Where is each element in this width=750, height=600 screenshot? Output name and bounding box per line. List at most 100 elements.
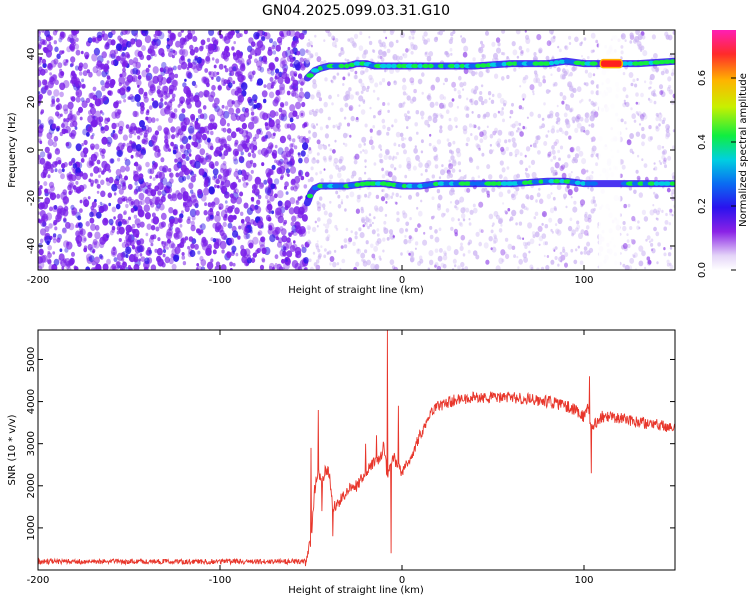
heatmap-cell [219, 240, 227, 250]
heatmap-cell [40, 109, 45, 114]
heatmap-cell [208, 186, 215, 195]
heatmap-cell [633, 189, 637, 195]
heatmap-cell [222, 215, 228, 222]
track-cell [580, 61, 587, 66]
heatmap-cell [301, 228, 306, 233]
heatmap-cell [38, 119, 42, 125]
heatmap-cell [401, 210, 406, 215]
heatmap-cell [488, 97, 491, 101]
heatmap-cell [289, 104, 296, 112]
heatmap-cell [368, 35, 371, 39]
heatmap-cell [378, 153, 383, 159]
heatmap-cell [168, 257, 174, 265]
heatmap-cell [518, 105, 523, 110]
heatmap-cell [289, 197, 296, 205]
heatmap-cell [202, 105, 207, 110]
heatmap-cell [446, 245, 452, 252]
heatmap-cell [653, 162, 656, 165]
heatmap-cell [117, 213, 123, 221]
heatmap-cell [669, 54, 672, 58]
heatmap-cell [429, 101, 435, 108]
x-tick-label: 100 [574, 275, 593, 286]
heatmap-cell [210, 130, 214, 136]
heatmap-cell [82, 172, 88, 180]
heatmap-cell [564, 118, 570, 124]
heatmap-cell [53, 258, 60, 266]
heatmap-cell [650, 248, 654, 252]
heatmap-cell [635, 131, 641, 137]
heatmap-cell [316, 91, 322, 98]
heatmap-cell [157, 190, 162, 196]
heatmap-cell [277, 241, 282, 248]
heatmap-cell [269, 195, 275, 202]
heatmap-cell [624, 101, 627, 105]
heatmap-cell [268, 91, 275, 99]
y-tick-label: 4000 [26, 389, 37, 414]
heatmap-cell [442, 82, 445, 86]
heatmap-cell [666, 187, 671, 193]
heatmap-cell [657, 112, 663, 119]
heatmap-cell [480, 84, 484, 88]
heatmap-cell [256, 199, 261, 205]
heatmap-cell [71, 210, 76, 216]
heatmap-cell [148, 249, 153, 254]
heatmap-cell [337, 172, 342, 179]
heatmap-cell [232, 230, 239, 238]
heatmap-cell [440, 262, 445, 268]
heatmap-cell [121, 30, 128, 36]
heatmap-cell [668, 222, 672, 226]
heatmap-cell [235, 196, 242, 205]
heatmap-cell [191, 80, 196, 86]
heatmap-cell [251, 149, 255, 154]
heatmap-cell [180, 121, 184, 126]
heatmap-cell [550, 192, 553, 195]
heatmap-cell [318, 253, 322, 258]
heatmap-cell [393, 167, 397, 171]
heatmap-cell [238, 178, 241, 183]
heatmap-cell [365, 67, 369, 73]
heatmap-cell [580, 41, 583, 45]
heatmap-cell [450, 52, 453, 56]
heatmap-cell [627, 243, 631, 249]
heatmap-cell [402, 53, 405, 57]
heatmap-cell [555, 121, 559, 124]
heatmap-cell [232, 66, 237, 72]
heatmap-cell [381, 78, 386, 83]
heatmap-cell [364, 165, 367, 169]
heatmap-cell [226, 135, 232, 142]
heatmap-cell [130, 38, 136, 45]
heatmap-cell [436, 265, 442, 270]
heatmap-cell [462, 88, 465, 91]
heatmap-cell [486, 125, 489, 129]
heatmap-cell [312, 131, 318, 139]
heatmap-cell [253, 115, 260, 124]
heatmap-cell [313, 262, 318, 267]
heatmap-cell [490, 99, 495, 105]
heatmap-cell [371, 49, 375, 52]
track-cell [569, 179, 576, 185]
heatmap-cell [239, 191, 244, 197]
heatmap-cell [522, 78, 527, 84]
heatmap-cell [635, 30, 640, 35]
heatmap-cell [135, 39, 143, 48]
heatmap-cell [562, 95, 567, 101]
heatmap-cell [584, 113, 589, 117]
heatmap-cell [105, 80, 110, 85]
heatmap-cell [159, 165, 164, 172]
heatmap-cell [54, 226, 58, 231]
heatmap-cell [372, 49, 376, 53]
heatmap-cell [256, 60, 263, 68]
track-cell [553, 60, 560, 65]
heatmap-cell [644, 266, 647, 270]
heatmap-cell [173, 163, 180, 172]
heatmap-cell [256, 32, 260, 37]
heatmap-cell [439, 102, 444, 109]
heatmap-cell [574, 36, 579, 43]
heatmap-cell [281, 109, 287, 118]
heatmap-cell [49, 185, 55, 192]
heatmap-cell [516, 234, 521, 240]
heatmap-cell [509, 151, 513, 157]
heatmap-cell [300, 175, 305, 181]
heatmap-cell [376, 228, 380, 232]
